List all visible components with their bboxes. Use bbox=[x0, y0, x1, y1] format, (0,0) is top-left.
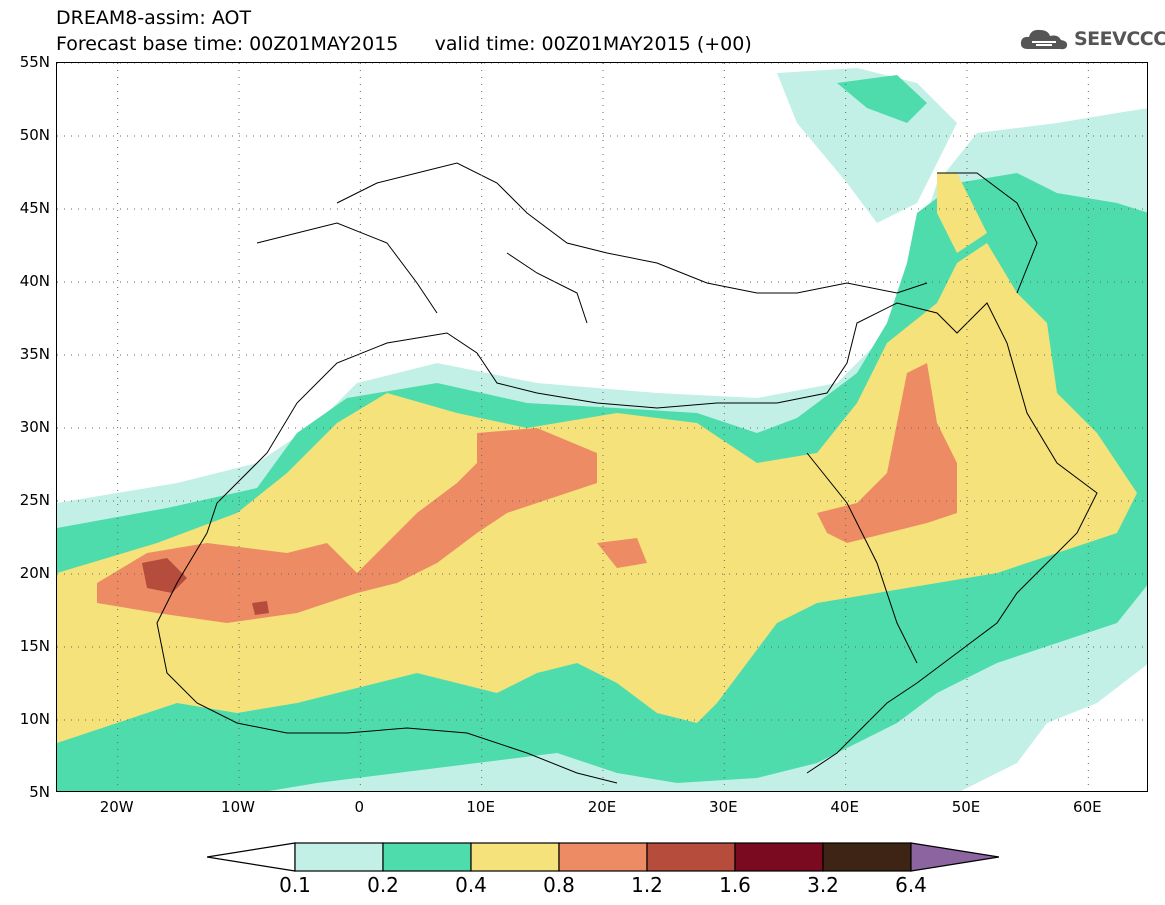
aot-map bbox=[57, 63, 1147, 791]
lon-label-30E: 30E bbox=[709, 798, 738, 816]
lat-label-50N: 50N bbox=[19, 126, 50, 144]
lon-label-50E: 50E bbox=[951, 798, 981, 816]
colorbar-segment-3 bbox=[470, 842, 560, 872]
aot-band-0.4 bbox=[57, 173, 1137, 743]
map-panel bbox=[56, 62, 1148, 792]
lat-label-45N: 45N bbox=[19, 199, 50, 217]
colorbar-segment-7 bbox=[822, 842, 912, 872]
lat-label-5N: 5N bbox=[29, 783, 50, 801]
lon-label-20W: 20W bbox=[99, 798, 134, 816]
colorbar-segment-2 bbox=[382, 842, 472, 872]
title-line2: Forecast base time: 00Z01MAY2015 valid t… bbox=[56, 33, 752, 55]
colorbar-label-0.2: 0.2 bbox=[367, 873, 399, 897]
lat-label-30N: 30N bbox=[19, 418, 50, 436]
lon-label-10E: 10E bbox=[466, 798, 495, 816]
lat-label-25N: 25N bbox=[19, 491, 50, 509]
lon-label-20E: 20E bbox=[587, 798, 617, 816]
lat-label-10N: 10N bbox=[19, 710, 50, 728]
lat-label-35N: 35N bbox=[19, 345, 50, 363]
coastlines bbox=[156, 162, 1098, 784]
colorbar-label-3.2: 3.2 bbox=[807, 873, 839, 897]
colorbar-under bbox=[207, 842, 296, 872]
colorbar-label-0.8: 0.8 bbox=[543, 873, 575, 897]
lat-label-40N: 40N bbox=[19, 272, 50, 290]
lat-label-55N: 55N bbox=[19, 53, 50, 71]
title-line1: DREAM8-assim: AOT bbox=[56, 7, 252, 29]
colorbar-over bbox=[910, 842, 999, 872]
logo-text: SEEVCCC bbox=[1074, 28, 1165, 50]
colorbar-segment-5 bbox=[646, 842, 736, 872]
lon-label-40E: 40E bbox=[830, 798, 859, 816]
aot-band-0.8 bbox=[97, 363, 957, 623]
aot-band-1.2 bbox=[142, 558, 269, 615]
colorbar-label-0.1: 0.1 bbox=[279, 873, 311, 897]
colorbar-segment-1 bbox=[294, 842, 384, 872]
cloud-logo-icon bbox=[1020, 29, 1068, 50]
graticule bbox=[57, 63, 1147, 791]
colorbar-label-1.6: 1.6 bbox=[719, 873, 751, 897]
seevccc-logo: SEEVCCC bbox=[1018, 24, 1165, 54]
colorbar-label-1.2: 1.2 bbox=[631, 873, 663, 897]
lon-label-0: 0 bbox=[354, 798, 365, 816]
colorbar-label-0.4: 0.4 bbox=[455, 873, 487, 897]
aot-colorbar bbox=[207, 842, 999, 872]
colorbar-label-6.4: 6.4 bbox=[895, 873, 927, 897]
lon-label-10W: 10W bbox=[221, 798, 255, 816]
lat-label-15N: 15N bbox=[19, 637, 50, 655]
lat-label-20N: 20N bbox=[19, 564, 50, 582]
colorbar-segment-6 bbox=[734, 842, 824, 872]
lon-label-60E: 60E bbox=[1073, 798, 1102, 816]
colorbar-segment-4 bbox=[558, 842, 648, 872]
